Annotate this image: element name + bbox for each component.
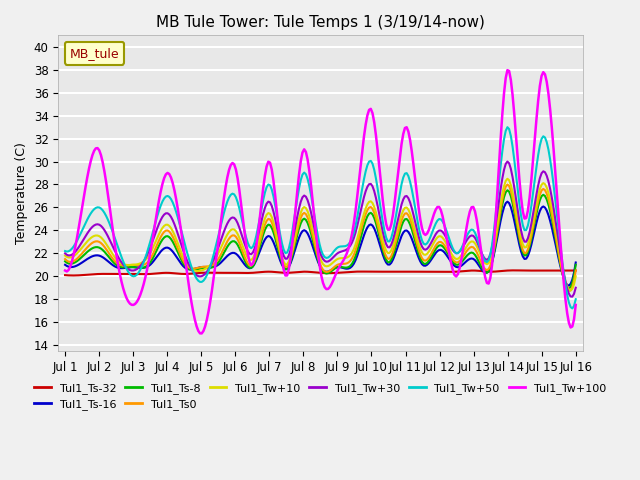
Tul1_Ts0 <box>504 181 511 187</box>
Tul1_Ts-8 <box>572 262 580 268</box>
Line: Tul1_Tw+10: Tul1_Tw+10 <box>65 179 576 290</box>
Tul1_Ts-8 <box>63 260 70 265</box>
Tul1_Tw+100 <box>493 192 501 198</box>
Tul1_Ts-8 <box>565 286 573 291</box>
Tul1_Tw+50 <box>364 162 371 168</box>
Tul1_Ts-32 <box>527 268 535 274</box>
Tul1_Ts-8 <box>365 211 373 216</box>
Tul1_Tw+30 <box>572 285 580 290</box>
Tul1_Ts-16 <box>63 263 70 269</box>
Tul1_Tw+50 <box>492 214 499 219</box>
Tul1_Tw+100 <box>504 67 511 73</box>
Tul1_Tw+30 <box>526 229 534 235</box>
Line: Tul1_Ts-8: Tul1_Ts-8 <box>65 190 576 288</box>
Y-axis label: Temperature (C): Temperature (C) <box>15 142 28 244</box>
Tul1_Ts0 <box>572 268 580 274</box>
Tul1_Tw+10 <box>492 233 499 239</box>
Tul1_Tw+50 <box>572 296 580 302</box>
Line: Tul1_Ts-32: Tul1_Ts-32 <box>65 270 576 276</box>
Tul1_Tw+10 <box>572 274 580 279</box>
Tul1_Ts-32 <box>367 269 374 275</box>
Tul1_Tw+10 <box>61 253 69 259</box>
Tul1_Ts-32 <box>493 268 501 274</box>
Tul1_Ts-16 <box>504 199 511 204</box>
Tul1_Tw+30 <box>61 251 69 256</box>
Legend: Tul1_Ts-32, Tul1_Ts-16, Tul1_Ts-8, Tul1_Ts0, Tul1_Tw+10, Tul1_Tw+30, Tul1_Tw+50,: Tul1_Ts-32, Tul1_Ts-16, Tul1_Ts-8, Tul1_… <box>30 378 611 415</box>
Line: Tul1_Tw+50: Tul1_Tw+50 <box>65 127 576 309</box>
Tul1_Tw+100 <box>198 331 205 336</box>
Line: Tul1_Tw+100: Tul1_Tw+100 <box>65 70 576 334</box>
Tul1_Ts0 <box>565 288 573 294</box>
Tul1_Tw+10 <box>567 288 575 293</box>
Tul1_Tw+100 <box>63 269 70 275</box>
Tul1_Tw+10 <box>364 202 371 207</box>
Tul1_Tw+100 <box>367 106 374 112</box>
Tul1_Tw+30 <box>492 224 499 229</box>
Tul1_Tw+50 <box>63 249 70 254</box>
Tul1_Ts-8 <box>364 214 371 219</box>
Tul1_Tw+30 <box>568 294 576 300</box>
Tul1_Ts0 <box>526 240 534 246</box>
Tul1_Ts-16 <box>492 244 499 250</box>
Tul1_Ts-32 <box>70 273 77 278</box>
Tul1_Ts-8 <box>492 241 499 247</box>
Tul1_Tw+50 <box>526 214 534 220</box>
Tul1_Tw+10 <box>374 216 381 222</box>
Tul1_Ts-16 <box>526 248 534 254</box>
Tul1_Ts0 <box>492 239 499 244</box>
Tul1_Ts-32 <box>365 269 373 275</box>
Tul1_Tw+50 <box>568 306 576 312</box>
Tul1_Ts0 <box>364 207 371 213</box>
Title: MB Tule Tower: Tule Temps 1 (3/19/14-now): MB Tule Tower: Tule Temps 1 (3/19/14-now… <box>156 15 485 30</box>
Tul1_Ts-16 <box>374 235 381 240</box>
Tul1_Tw+100 <box>61 268 69 274</box>
Tul1_Ts0 <box>63 258 70 264</box>
Tul1_Tw+10 <box>63 254 70 260</box>
Tul1_Tw+30 <box>374 203 381 209</box>
Tul1_Ts0 <box>374 222 381 228</box>
Tul1_Tw+10 <box>365 199 373 205</box>
Tul1_Tw+30 <box>63 252 70 258</box>
Tul1_Tw+30 <box>504 159 511 165</box>
Tul1_Ts-16 <box>565 283 573 288</box>
Tul1_Ts-32 <box>511 267 518 273</box>
Tul1_Tw+10 <box>504 176 511 181</box>
Tul1_Ts-8 <box>61 258 69 264</box>
Tul1_Ts-16 <box>365 222 373 228</box>
Tul1_Tw+30 <box>364 184 371 190</box>
Tul1_Ts-16 <box>572 260 580 265</box>
Tul1_Ts-8 <box>526 243 534 249</box>
Tul1_Ts-32 <box>63 272 70 278</box>
Tul1_Ts-16 <box>61 262 69 268</box>
Tul1_Ts-8 <box>374 227 381 232</box>
Tul1_Ts-32 <box>572 268 580 274</box>
Tul1_Tw+50 <box>374 186 381 192</box>
Tul1_Ts-8 <box>504 187 511 193</box>
Tul1_Tw+30 <box>365 181 373 187</box>
Tul1_Tw+50 <box>61 248 69 254</box>
Tul1_Ts0 <box>365 204 373 210</box>
Line: Tul1_Ts-16: Tul1_Ts-16 <box>65 202 576 286</box>
Tul1_Tw+50 <box>504 124 511 130</box>
Tul1_Ts-32 <box>61 272 69 278</box>
Tul1_Tw+100 <box>365 107 373 113</box>
Tul1_Tw+100 <box>527 177 535 183</box>
Tul1_Ts-16 <box>364 225 371 230</box>
Tul1_Tw+50 <box>365 159 373 165</box>
Tul1_Tw+100 <box>572 302 580 308</box>
Tul1_Tw+10 <box>526 235 534 241</box>
Tul1_Tw+100 <box>376 164 383 170</box>
Tul1_Ts-32 <box>376 269 383 275</box>
Tul1_Ts0 <box>61 256 69 262</box>
Line: Tul1_Tw+30: Tul1_Tw+30 <box>65 162 576 297</box>
Line: Tul1_Ts0: Tul1_Ts0 <box>65 184 576 291</box>
